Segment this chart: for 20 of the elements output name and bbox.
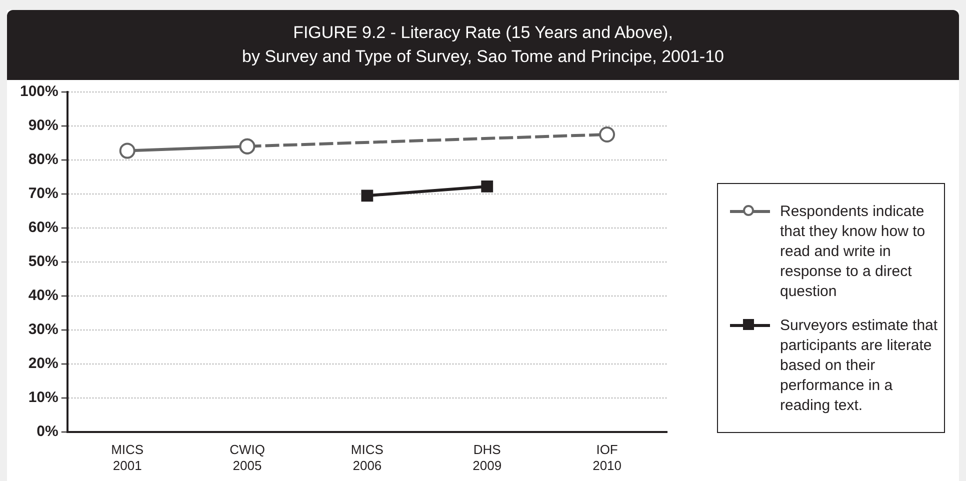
y-tick-label: 90% [28,117,58,134]
y-tick-label: 30% [28,321,58,338]
x-tick-label: IOF 2010 [592,442,622,473]
legend-label: Surveyors estimate that participants are literate based on their performance in a reading text. [780,317,938,414]
y-tick-label: 20% [28,354,58,372]
y-tick-label: 40% [28,287,58,304]
chart-title: FIGURE 9.2 - Literacy Rate (15 Years and Above), [292,23,674,43]
y-tick-label: 70% [28,185,58,202]
y-tick-label: 10% [28,388,58,406]
y-tick-label: 0% [36,422,58,440]
x-tick-label: MICS 2006 [350,442,384,473]
y-tick-label: 80% [28,151,58,168]
x-tick-label: DHS 2009 [472,442,502,473]
chart-subtitle: by Survey and Type of Survey, Sao Tome and Principe, 2001-10 [241,47,725,67]
y-tick-label: 60% [28,219,58,236]
x-tick-label: CWIQ 2005 [230,442,265,473]
y-tick-label: 100% [20,83,58,100]
y-tick-label: 50% [28,253,58,270]
x-tick-label: MICS 2001 [111,442,144,473]
legend-label: Respondents indicate that they know how to read and write in response to a direct question [780,203,926,300]
